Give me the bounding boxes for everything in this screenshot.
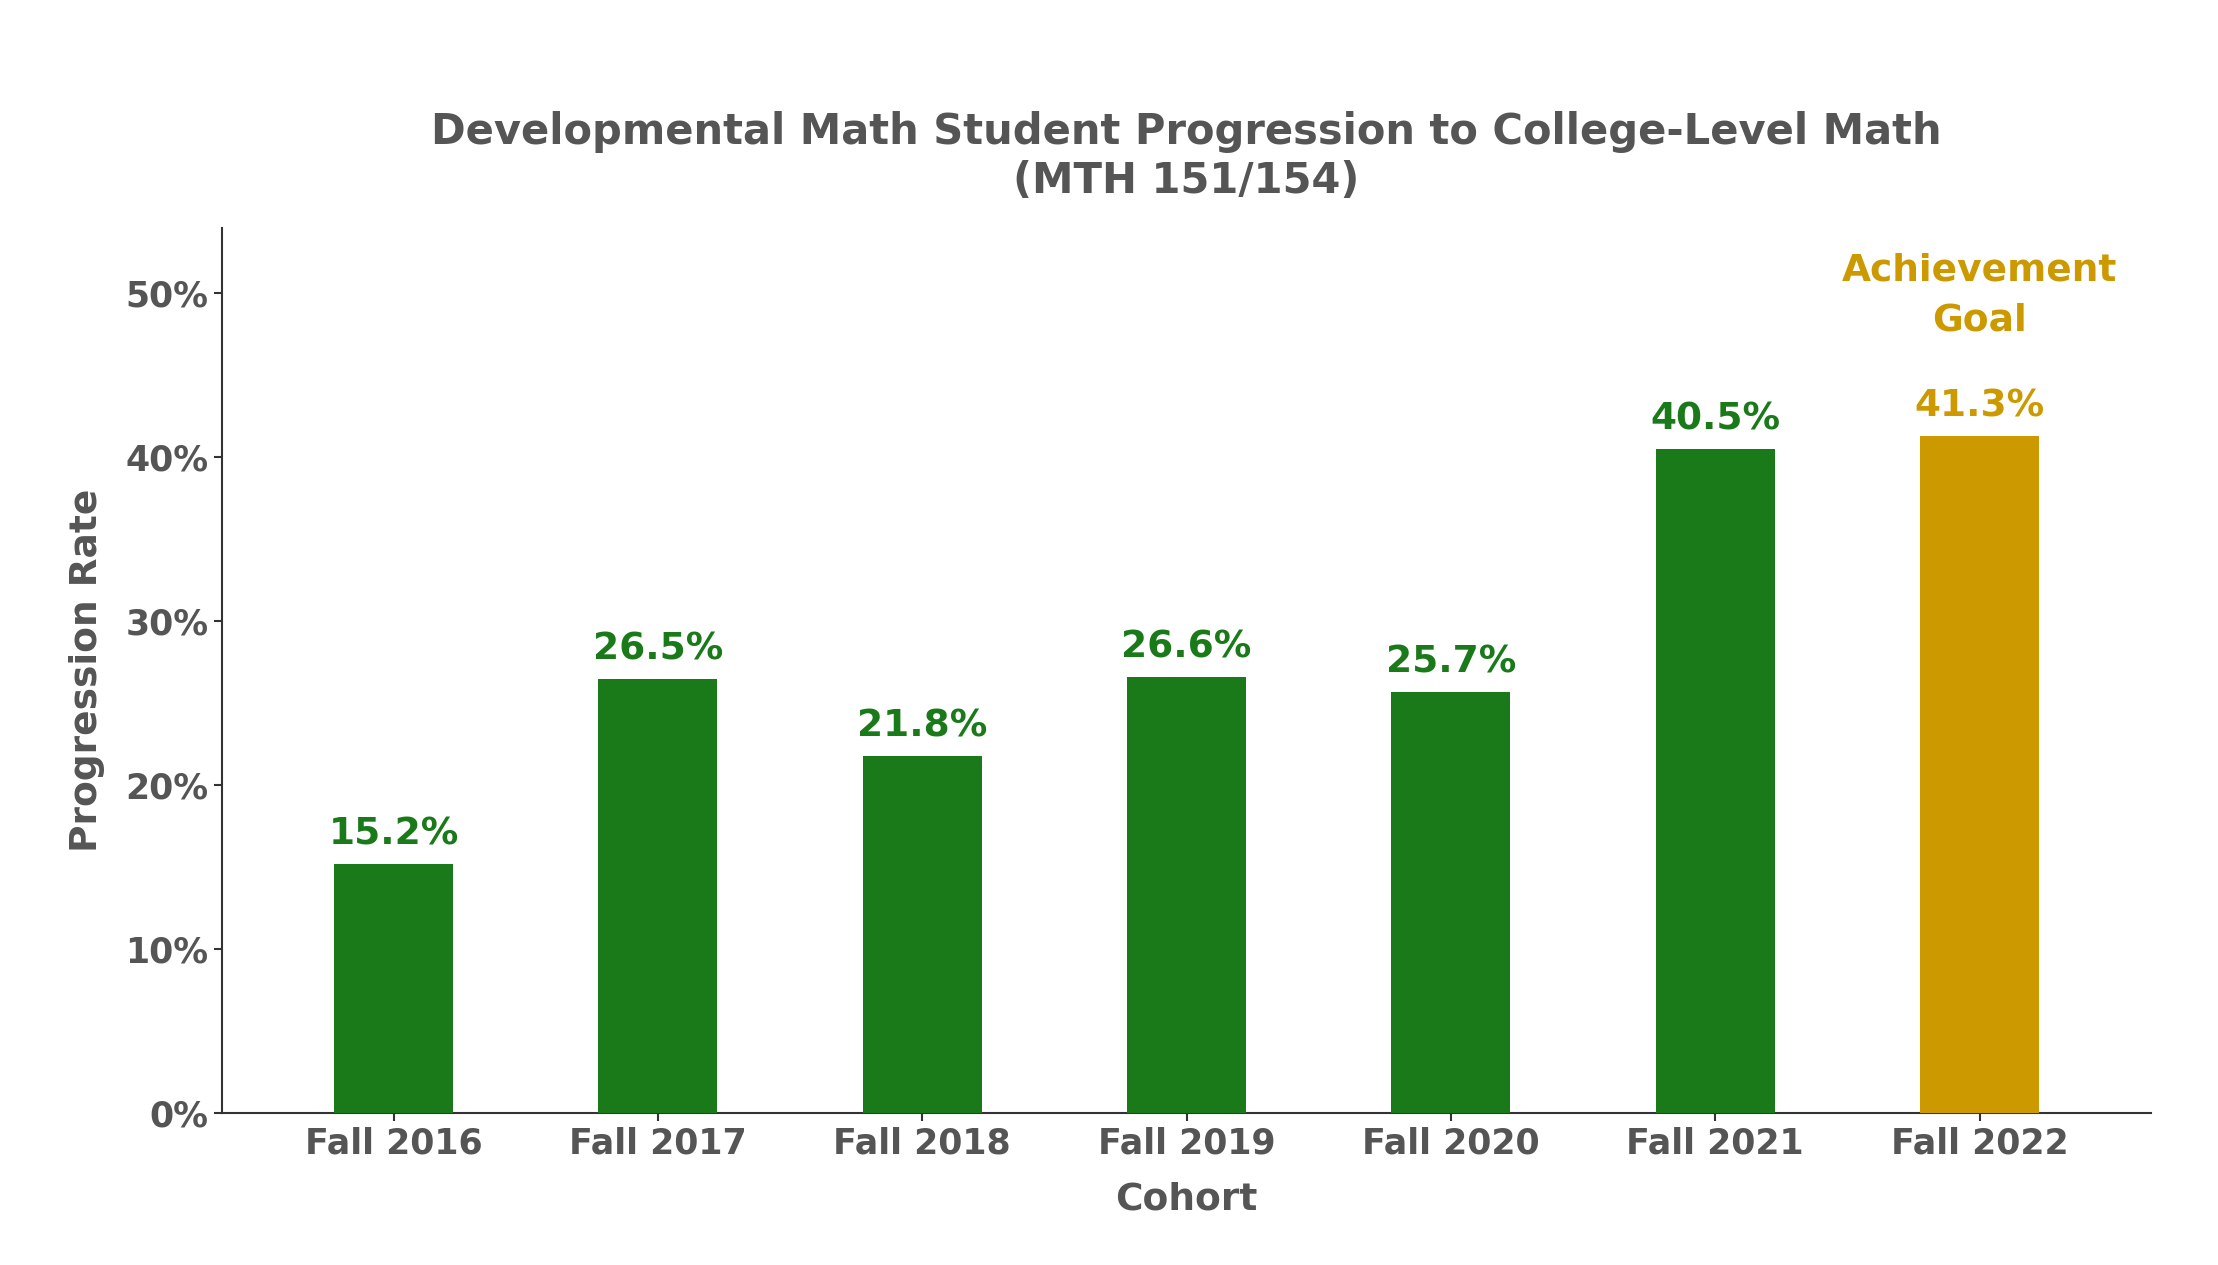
- Text: 25.7%: 25.7%: [1386, 644, 1517, 681]
- Title: Developmental Math Student Progression to College-Level Math
(MTH 151/154): Developmental Math Student Progression t…: [430, 111, 1943, 202]
- Text: 41.3%: 41.3%: [1914, 388, 2045, 425]
- Y-axis label: Progression Rate: Progression Rate: [69, 488, 104, 853]
- Bar: [1921, 436, 2038, 1113]
- Text: Achievement
Goal: Achievement Goal: [1841, 252, 2118, 338]
- Text: 26.5%: 26.5%: [592, 631, 723, 667]
- Bar: [1657, 449, 1774, 1113]
- Bar: [335, 864, 452, 1113]
- Text: 26.6%: 26.6%: [1122, 630, 1251, 665]
- Text: 15.2%: 15.2%: [328, 816, 459, 853]
- X-axis label: Cohort: Cohort: [1116, 1182, 1258, 1217]
- Bar: [863, 755, 983, 1113]
- Bar: [1391, 692, 1510, 1113]
- Bar: [1127, 677, 1247, 1113]
- Text: 21.8%: 21.8%: [856, 708, 987, 744]
- Bar: [599, 678, 716, 1113]
- Text: 40.5%: 40.5%: [1650, 401, 1781, 438]
